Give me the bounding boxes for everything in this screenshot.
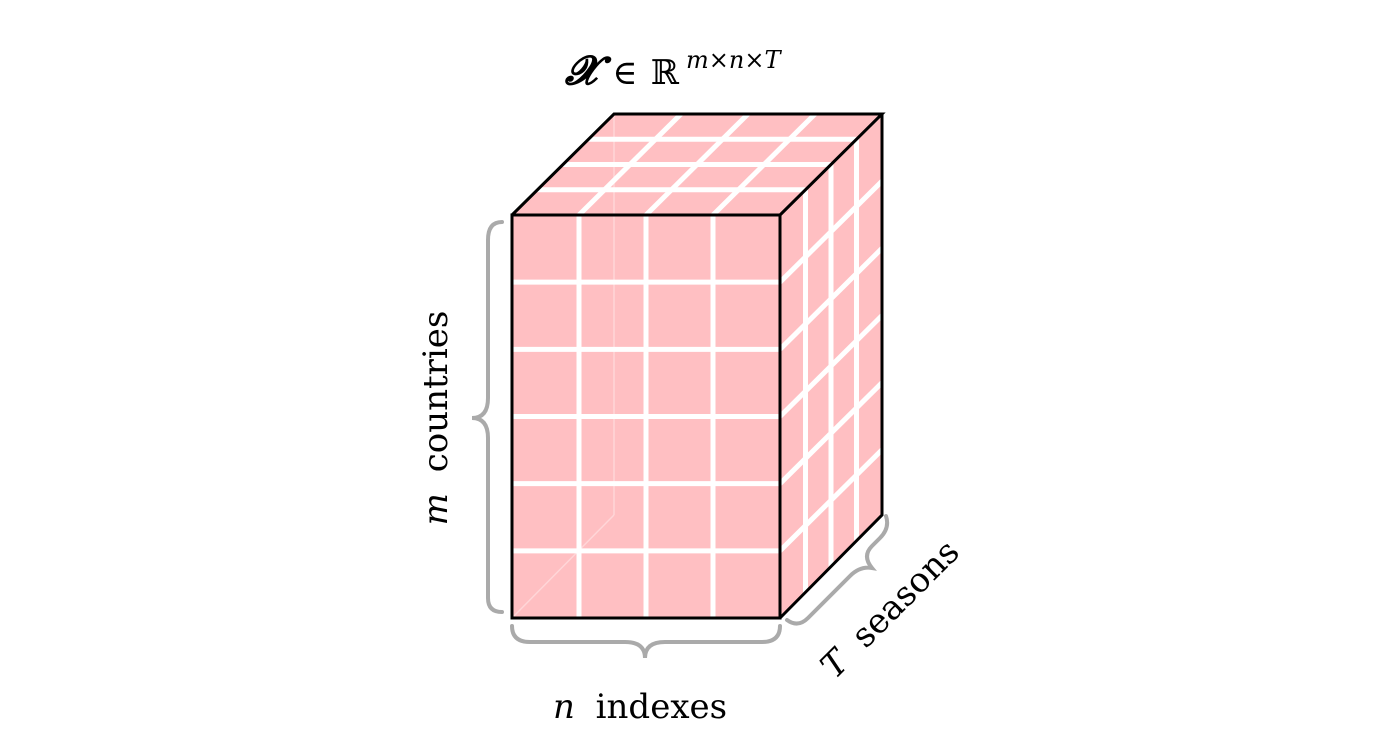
side-grid-row-line (778, 313, 884, 419)
rows-label: m countries (416, 311, 456, 526)
side-grid-row-line (778, 448, 884, 553)
depth-variable: T (813, 641, 859, 687)
depth-text: seasons (844, 532, 968, 656)
side-grid-row-line (778, 246, 884, 352)
cube-edges (510, 112, 886, 620)
element-of-symbol: ∈ (612, 53, 637, 93)
rows-variable: m (416, 493, 456, 525)
real-field-symbol: ℝ (651, 53, 680, 93)
rows-text: countries (416, 311, 456, 473)
depth-brace (785, 514, 890, 626)
rows-brace (471, 220, 504, 614)
columns-text: indexes (596, 687, 727, 727)
columns-brace (510, 624, 782, 659)
tensor-title: 𝓧 ∈ ℝ m×n×T (564, 46, 782, 94)
side-grid-row-line (778, 179, 884, 284)
columns-label: n indexes (553, 687, 727, 727)
top-face-grid (537, 112, 857, 217)
dimension-superscript: m×n×T (686, 46, 782, 74)
front-face-grid (512, 215, 780, 618)
columns-variable: n (553, 687, 575, 727)
side-grid-row-line (778, 380, 884, 486)
side-face-grid (778, 139, 884, 593)
tensor-symbol: 𝓧 (564, 47, 612, 94)
